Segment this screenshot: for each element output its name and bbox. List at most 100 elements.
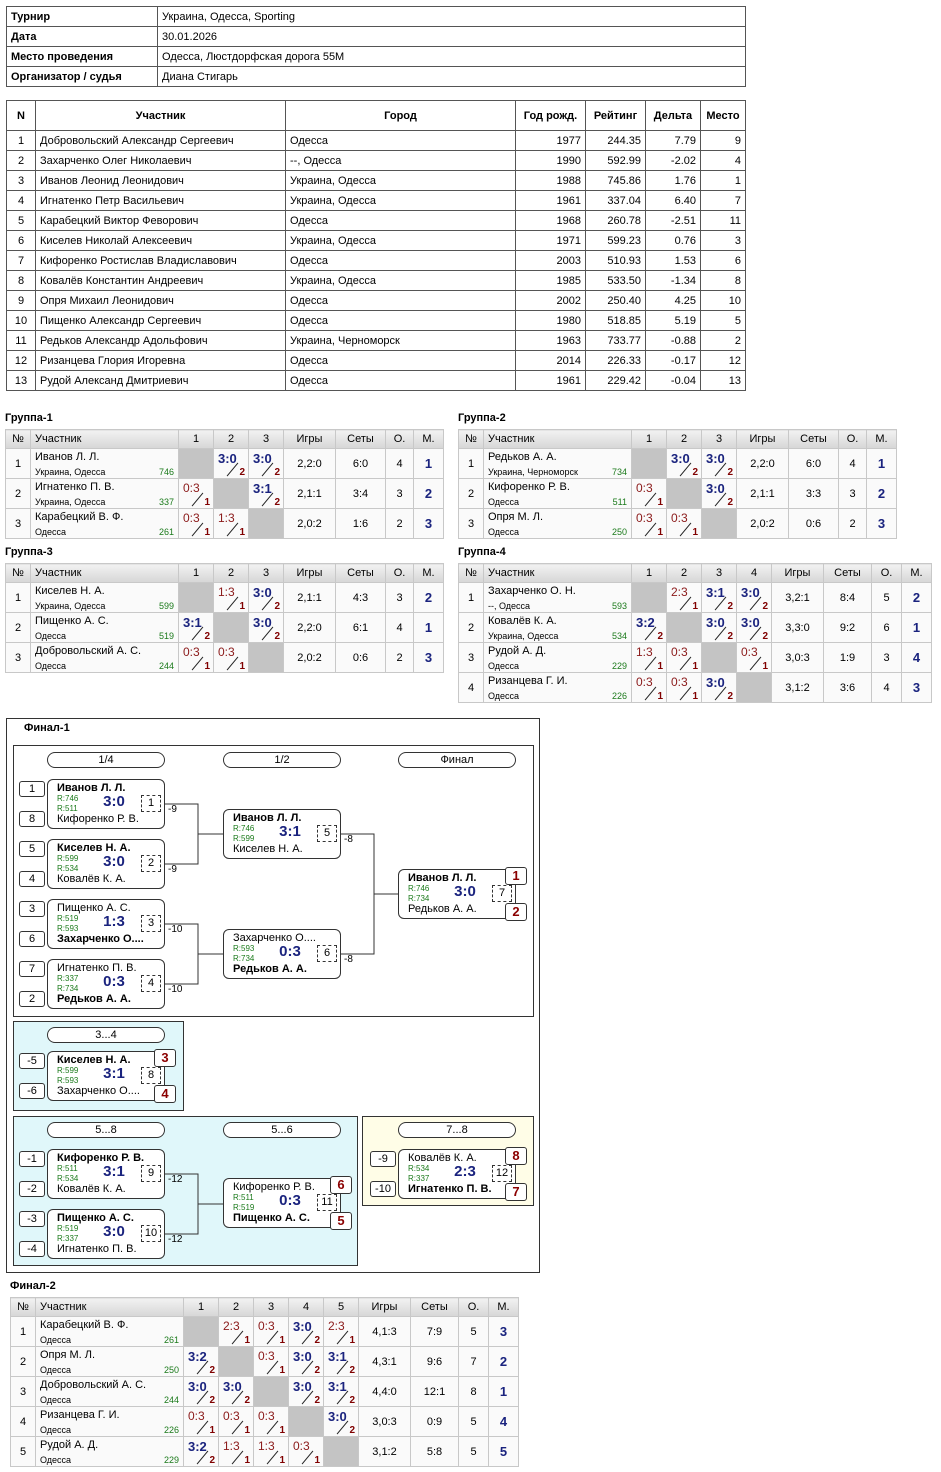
group-row: 2 Пищенко А. С. Одесса 519 3:1 2 3:0 2 2,2:0 6:1 4… (5, 612, 444, 643)
player-cell: Редьков А. А. Украина, Черноморск 734 (483, 448, 632, 479)
seed: 2 (19, 991, 45, 1007)
column-header: 3 (248, 429, 284, 449)
seed: -3 (19, 1211, 45, 1227)
top-player: Иванов Л. Л. (57, 782, 126, 794)
sets: 7:9 (410, 1316, 459, 1347)
player-name: Кифоренко Р. В. (488, 481, 570, 493)
bottom-rating: R:519 (233, 1203, 255, 1212)
seed: 5 (19, 841, 45, 857)
player-name: Рудой А. Д. (488, 645, 547, 657)
group-title: Группа-1 (5, 412, 53, 424)
match-box: Ковалёв К. А. R:534 R:337 Игнатенко П. В. 2:… (398, 1149, 516, 1199)
column-header: № (458, 429, 484, 449)
result-mark: 2 (349, 1365, 355, 1376)
self-cell (248, 642, 284, 673)
score: 3:0 (218, 451, 237, 466)
bottom-rating: R:534 (57, 864, 79, 873)
match-number: 6 (317, 945, 337, 962)
result-cell: 3:0 2 (666, 448, 702, 479)
group-row: 4 Ризанцева Г. И. Одесса 226 0:3 1 0:3 1 0:3 1 3:0… (10, 1406, 519, 1437)
top-rating: R:746 (233, 824, 255, 833)
player-name: Добровольский А. С. (40, 1379, 147, 1391)
result-cell: 0:3 1 (666, 672, 702, 703)
group-table: № Участник 1 2 3 Игры Сеты О. М. 1 Киселев Н. А. Ук… (5, 563, 444, 673)
player-name: Опря М. Л. (40, 1349, 96, 1361)
cell: 260.78 (585, 210, 646, 231)
player-rating: 250 (163, 1365, 179, 1375)
player-rating: 337 (158, 497, 174, 507)
top-player: Киселев Н. А. (57, 1054, 131, 1066)
cell: -0.04 (645, 370, 701, 391)
seed: 1 (19, 781, 45, 797)
score: 0:3 (671, 645, 688, 659)
result-mark: 1 (279, 1365, 285, 1376)
self-cell (218, 1346, 254, 1377)
result-mark: 2 (762, 601, 768, 612)
top-rating: R:593 (233, 944, 255, 953)
seed: -5 (19, 1053, 45, 1069)
row-number: 4 (10, 1406, 36, 1437)
row-number: 5 (10, 1436, 36, 1467)
result-cell: 1:3 1 (213, 582, 249, 613)
sets: 9:2 (823, 612, 872, 643)
info-label: Организатор / судья (6, 66, 158, 87)
loser-next: -9 (168, 804, 177, 815)
top-player: Иванов Л. Л. (233, 812, 302, 824)
match-score: 3:1 (103, 1065, 125, 1082)
result-mark: 2 (349, 1395, 355, 1406)
score: 3:0 (293, 1349, 312, 1364)
final-place: 6 (330, 1176, 352, 1194)
self-cell (213, 478, 249, 509)
player-rating: 250 (611, 527, 627, 537)
column-header: 3 (701, 429, 737, 449)
group-row: 1 Иванов Л. Л. Украина, Одесса 746 3:0 2 3:0 2 2… (5, 448, 444, 479)
seed: 3 (19, 901, 45, 917)
result-mark: 2 (349, 1425, 355, 1436)
result-cell: 0:3 1 (253, 1406, 289, 1437)
player-cell: Иванов Л. Л. Украина, Одесса 746 (30, 448, 179, 479)
cell: 1977 (515, 130, 586, 151)
column-header: Участник (30, 429, 179, 449)
score: 0:3 (636, 675, 653, 689)
result-mark: 2 (274, 631, 280, 642)
match-number: 12 (492, 1165, 512, 1182)
info-row: Организатор / судья Диана Стигарь (6, 66, 746, 87)
column-header: Место (700, 100, 746, 131)
result-cell: 3:0 2 (701, 448, 737, 479)
group-title: Группа-3 (5, 546, 53, 558)
result-mark: 1 (692, 691, 698, 702)
result-mark: 1 (692, 661, 698, 672)
sets: 9:6 (410, 1346, 459, 1377)
place: 1 (866, 448, 897, 479)
group-row: 3 Карабецкий В. Ф. Одесса 261 0:3 1 1:3 1 2,0:2 1… (5, 508, 444, 539)
seed: 4 (19, 871, 45, 887)
player-city: Одесса (35, 527, 67, 537)
self-cell (701, 508, 737, 539)
result-mark: 1 (657, 691, 663, 702)
player-name: Ковалёв К. А. (488, 615, 557, 627)
column-header: 1 (178, 429, 214, 449)
header-row: № Участник 1 2 3 4 5 Игры Сеты О. М. (10, 1297, 519, 1317)
result-cell: 0:3 1 (253, 1346, 289, 1377)
sets: 3:3 (788, 478, 839, 509)
self-cell (178, 448, 214, 479)
column-header: 2 (666, 429, 702, 449)
connector (165, 803, 223, 865)
match-score: 3:1 (279, 823, 301, 840)
loser-next: -10 (168, 924, 183, 935)
score: 3:0 (706, 615, 725, 630)
score: 3:0 (188, 1379, 207, 1394)
player-city: Украина, Одесса (35, 497, 106, 507)
seed: 7 (19, 961, 45, 977)
match-box: Пищенко А. С. R:519 R:337 Игнатенко П. В. 3:… (47, 1209, 165, 1259)
top-player: Игнатенко П. В. (57, 962, 137, 974)
games: 4,1:3 (358, 1316, 411, 1347)
self-cell (323, 1436, 359, 1467)
cell: 13 (700, 370, 746, 391)
games: 3,1:2 (771, 672, 824, 703)
result-cell: 3:0 2 (288, 1346, 324, 1377)
match-box: Иванов Л. Л. R:746 R:511 Кифоренко Р. В. 3:0… (47, 779, 165, 829)
result-cell: 3:0 2 (288, 1376, 324, 1407)
place: 3 (413, 508, 444, 539)
result-cell: 3:1 2 (701, 582, 737, 613)
